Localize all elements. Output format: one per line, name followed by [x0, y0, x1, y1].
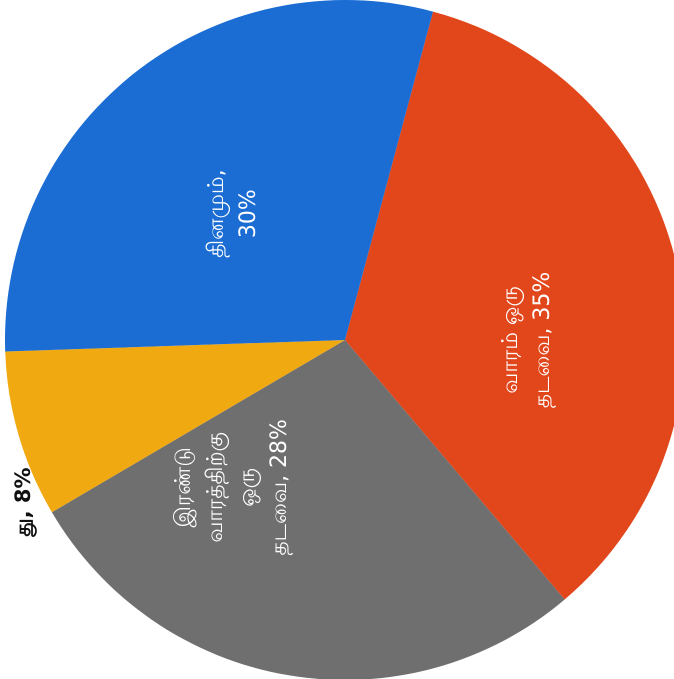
pie-slice-label-line: வாரத்திற்கு: [203, 432, 229, 543]
pie-slice-4: [5, 0, 433, 352]
pie-labels: வாரம் ஒரு தடவை, 35%இரண்டு வாரத்திற்கு ஒரு தட…: [11, 169, 556, 555]
pie-slice-3: [5, 340, 345, 513]
pie-slice-label-1: வாரம் ஒரு தடவை, 35%: [498, 272, 556, 409]
pie-slice-label-3: து, 8%: [11, 467, 37, 537]
pie-slice-label-line: ஒரு: [235, 468, 261, 507]
pie-slice-label-line: து, 8%: [11, 467, 37, 537]
pie-slice-1: [345, 11, 674, 600]
pie-slice-label-line: தினமும்,: [204, 169, 230, 257]
pie-slice-label-line: 30%: [236, 189, 261, 238]
pie-slice-label-4: தினமும், 30%: [204, 169, 261, 257]
pie-slice-label-line: தடவை, 28%: [267, 419, 293, 556]
pie-slice-label-line: இரண்டு: [171, 447, 196, 527]
pie-slices: [5, 0, 674, 679]
pie-slice-2: [51, 340, 565, 679]
pie-slice-label-2: இரண்டு வாரத்திற்கு ஒரு தடவை, 28%: [171, 419, 293, 556]
pie-slice-label-line: வாரம் ஒரு: [498, 286, 524, 393]
pie-slice-label-line: தடவை, 35%: [530, 272, 556, 409]
